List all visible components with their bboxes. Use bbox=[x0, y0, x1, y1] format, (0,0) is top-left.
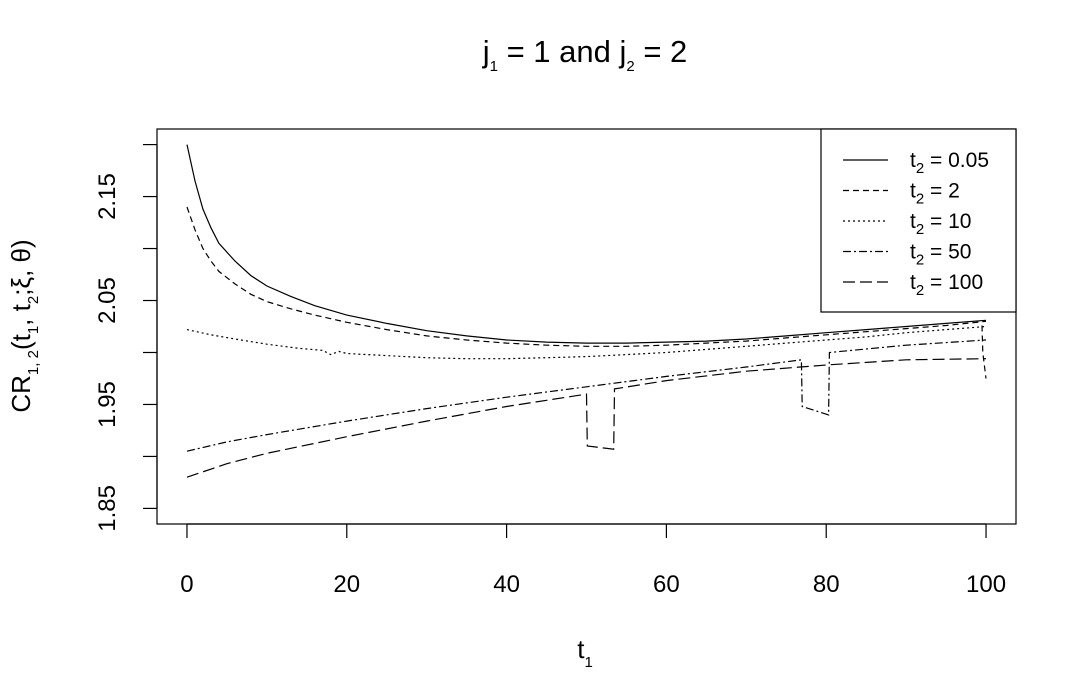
series-tail-line bbox=[981, 325, 987, 379]
series-layer bbox=[186, 144, 987, 478]
x-tick-label: 100 bbox=[966, 571, 1006, 598]
y-tick-label: 2.05 bbox=[94, 277, 121, 324]
x-tick-label: 40 bbox=[493, 571, 520, 598]
x-tick-label: 80 bbox=[813, 571, 840, 598]
x-axis-label: t1 bbox=[577, 634, 593, 671]
x-axis: 0 20 40 60 80 100 bbox=[180, 523, 1006, 598]
legend-label: t2 = 2 bbox=[910, 180, 960, 208]
y-tick-label: 1.95 bbox=[94, 381, 121, 428]
series-line-5 bbox=[186, 358, 987, 478]
series-line-4 bbox=[186, 339, 986, 452]
legend-label: t2 = 50 bbox=[910, 241, 971, 269]
x-tick-label: 0 bbox=[180, 571, 193, 598]
series-line-2 bbox=[186, 206, 987, 347]
x-tick-label: 20 bbox=[333, 571, 360, 598]
legend-label: t2 = 0.05 bbox=[910, 149, 989, 177]
legend-label: t2 = 10 bbox=[910, 210, 971, 238]
legend-label: t2 = 100 bbox=[910, 271, 983, 299]
series-line-1 bbox=[186, 144, 987, 344]
y-axis-label: CR1, 2(t1, t2;ξ, θ) bbox=[6, 239, 42, 412]
chart-title: j1 = 1 and j2 = 2 bbox=[482, 34, 688, 75]
y-tick-label: 1.85 bbox=[94, 485, 121, 532]
x-tick-label: 60 bbox=[653, 571, 680, 598]
y-tick-label: 2.15 bbox=[94, 173, 121, 220]
y-axis: 1.85 1.95 2.05 2.15 bbox=[94, 143, 158, 532]
